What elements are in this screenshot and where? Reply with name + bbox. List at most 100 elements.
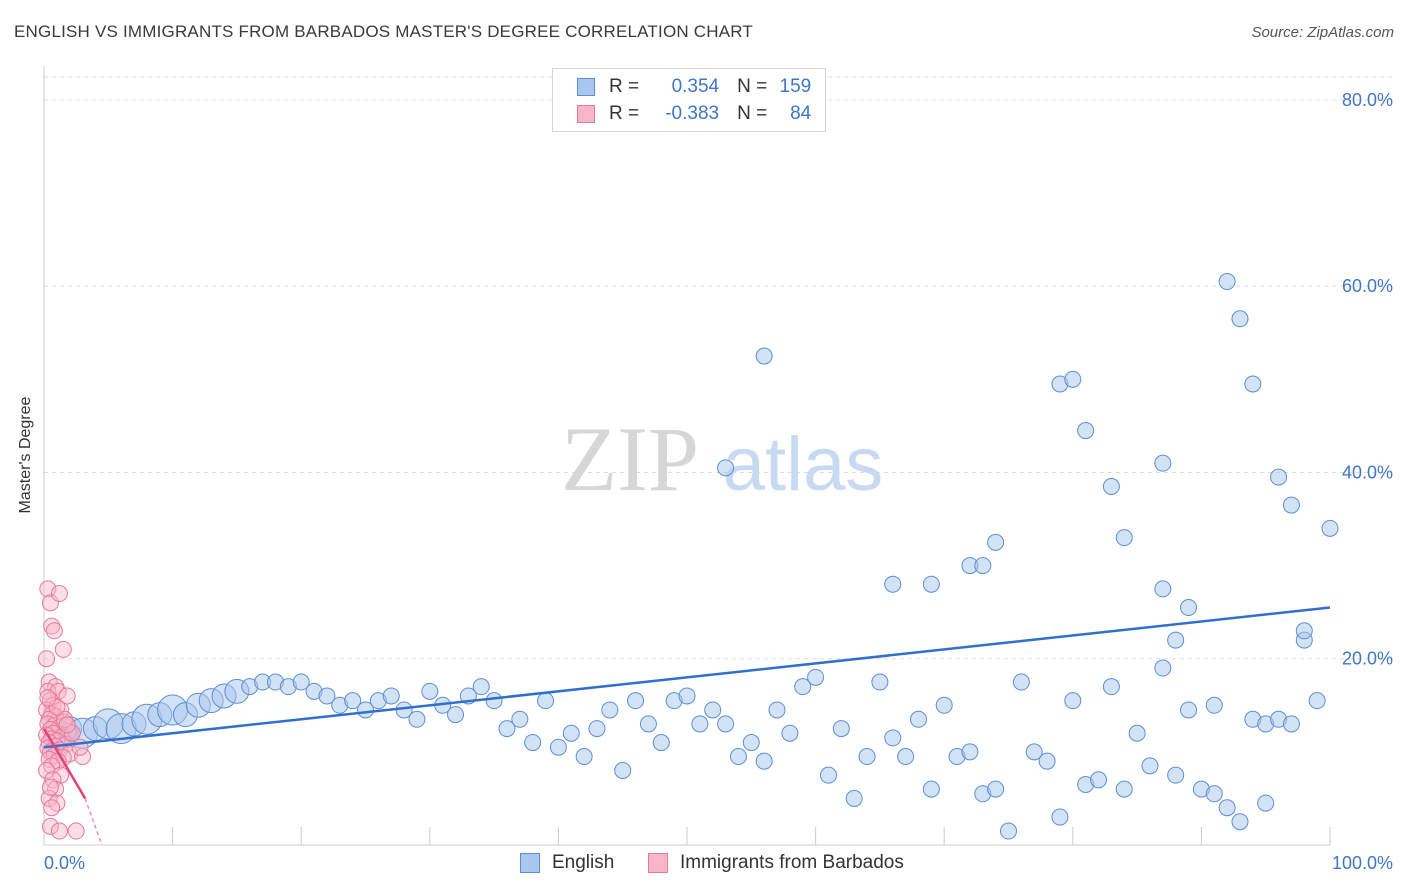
barbados-swatch xyxy=(648,853,668,873)
english-point xyxy=(1167,766,1185,784)
english-point xyxy=(1180,599,1198,617)
barbados-points xyxy=(38,580,92,840)
english-point xyxy=(1064,692,1082,710)
english-point xyxy=(858,748,876,766)
english-point xyxy=(1154,580,1172,598)
english-point xyxy=(1205,696,1223,714)
english-point xyxy=(549,738,567,756)
barbados-point xyxy=(43,757,61,775)
english-point xyxy=(807,668,825,686)
english-point xyxy=(974,557,992,575)
english-point xyxy=(652,734,670,752)
english-point xyxy=(1102,678,1120,696)
english-points xyxy=(44,273,1339,840)
english-point xyxy=(717,715,735,733)
english-point xyxy=(1231,813,1249,831)
english-point xyxy=(1064,370,1082,388)
english-point xyxy=(472,678,490,696)
x-tick-label: 0.0% xyxy=(44,853,85,873)
english-point xyxy=(884,729,902,747)
english-point xyxy=(935,696,953,714)
barbados-point xyxy=(41,594,59,612)
english-point xyxy=(1321,519,1339,537)
english-point xyxy=(1000,822,1017,840)
barbados-trend-line xyxy=(42,727,87,800)
barbados-point xyxy=(48,698,66,716)
english-point xyxy=(1038,752,1056,770)
english-point xyxy=(627,692,645,710)
english-point xyxy=(382,687,400,705)
barbados-point xyxy=(58,687,76,705)
english-point xyxy=(447,706,465,724)
barbados-point xyxy=(45,622,63,640)
legend-swatch-english xyxy=(577,78,595,96)
english-trend-line xyxy=(43,606,1331,749)
english-point xyxy=(961,743,979,761)
source-label: Source: ZipAtlas.com xyxy=(1251,24,1394,41)
stats-legend: R = 0.354 N = 159 R = -0.383 N = 84 xyxy=(552,68,826,132)
gridlines xyxy=(44,76,1392,660)
english-point xyxy=(678,687,696,705)
series-legend: English Immigrants from Barbados xyxy=(0,852,1406,878)
english-point xyxy=(1115,780,1133,798)
legend-r-label: R = xyxy=(609,103,640,124)
english-point xyxy=(1205,785,1223,803)
english-point xyxy=(884,575,902,593)
barbados-point xyxy=(38,650,56,668)
english-point xyxy=(1115,529,1133,547)
legend-item-english[interactable]: English xyxy=(520,852,614,874)
english-point xyxy=(1180,701,1198,719)
english-point xyxy=(717,459,735,477)
english-point xyxy=(845,789,863,807)
english-point xyxy=(1282,715,1300,733)
barbados-point xyxy=(58,716,76,734)
y-tick-label: 40.0% xyxy=(1342,462,1393,482)
english-point xyxy=(614,761,632,779)
english-point xyxy=(1025,743,1043,761)
english-point xyxy=(588,720,606,738)
english-point xyxy=(408,710,426,728)
english-point xyxy=(344,692,362,710)
english-point xyxy=(575,748,593,766)
english-point xyxy=(742,734,760,752)
english-point xyxy=(1295,622,1313,640)
barbados-point xyxy=(48,794,66,812)
english-swatch xyxy=(520,853,540,873)
english-point xyxy=(562,724,580,742)
english-point xyxy=(1282,496,1300,514)
legend-n-value: 159 xyxy=(779,76,812,97)
english-point xyxy=(1012,673,1030,691)
barbados-label: Immigrants from Barbados xyxy=(680,852,904,873)
english-point xyxy=(871,673,889,691)
english-point xyxy=(987,533,1005,551)
english-point xyxy=(318,687,336,705)
english-point xyxy=(729,748,747,766)
english-point xyxy=(1154,454,1172,472)
legend-n-label: N = xyxy=(737,76,768,97)
english-point xyxy=(922,780,940,798)
english-point xyxy=(768,701,786,719)
legend-item-barbados[interactable]: Immigrants from Barbados xyxy=(648,852,904,874)
english-point xyxy=(524,734,542,752)
english-point xyxy=(781,724,799,742)
english-point xyxy=(832,720,850,738)
english-point xyxy=(1308,692,1326,710)
english-point xyxy=(1102,477,1120,495)
barbados-point xyxy=(39,689,57,707)
english-point xyxy=(1077,422,1095,440)
english-point xyxy=(897,748,915,766)
english-point xyxy=(1090,771,1108,789)
english-point xyxy=(601,701,619,719)
english-point xyxy=(639,715,657,733)
legend-n-label: N = xyxy=(737,103,768,124)
english-point xyxy=(1141,757,1159,775)
barbados-point xyxy=(54,640,72,658)
barbados-point xyxy=(67,822,85,840)
barbados-point xyxy=(50,585,68,603)
legend-r-label: R = xyxy=(609,76,640,97)
barbados-point xyxy=(43,617,61,635)
legend-row-english: R = 0.354 N = 159 xyxy=(577,75,811,99)
english-point xyxy=(1231,310,1249,328)
english-point xyxy=(794,678,812,696)
